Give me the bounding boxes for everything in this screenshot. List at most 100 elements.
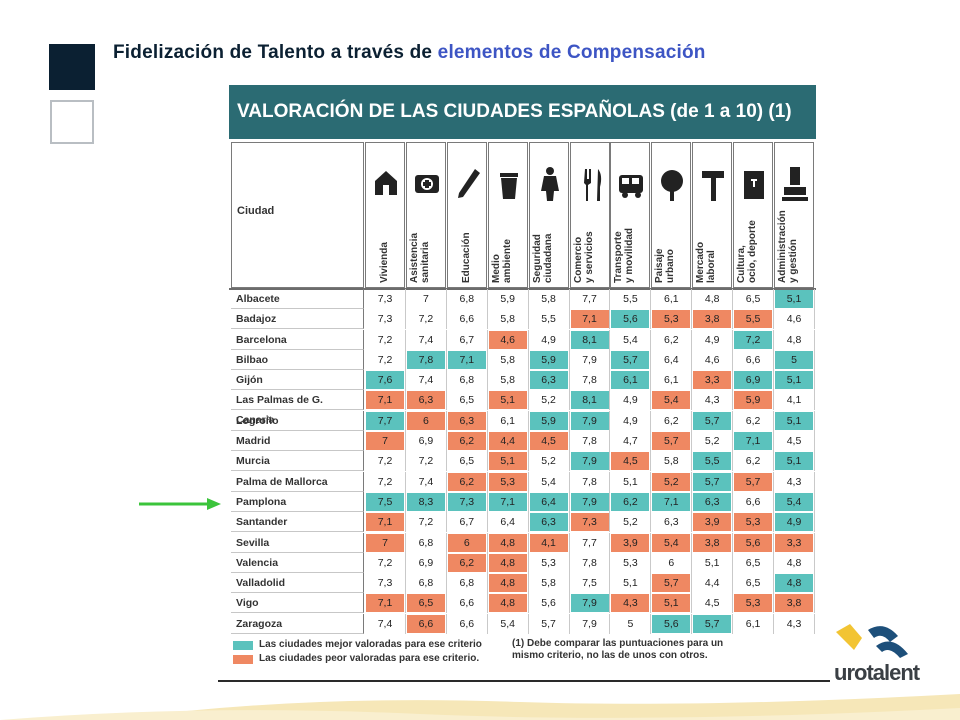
column-divider: [527, 309, 529, 330]
column-divider: [691, 573, 693, 594]
score-cell: 5,7: [693, 411, 732, 430]
score-cell: 6,9: [734, 371, 773, 390]
score-cell: 6,2: [611, 492, 650, 511]
city-name-cell: Bilbao: [231, 349, 364, 370]
column-divider: [445, 491, 447, 512]
score-cell: 5,2: [704, 435, 720, 448]
score-cell: 6: [447, 533, 486, 552]
score-cell: 5,3: [652, 310, 691, 329]
city-name-cell: Badajoz: [231, 309, 364, 330]
column-divider: [609, 289, 611, 309]
table-body: Albacete 7,3 7 6,8 5,9 5,8 7,7 5,5 6,1 4,8 6,5 5,1 B…: [229, 289, 816, 634]
score-cell: 5,1: [704, 556, 720, 569]
city-name-cell: Logroño: [231, 410, 364, 431]
eurotalent-logo: urotalent: [832, 620, 932, 690]
column-divider: [486, 309, 488, 330]
score-cell: 5,9: [734, 391, 773, 410]
city-name-cell: Santander: [231, 512, 364, 533]
column-divider: [486, 552, 488, 573]
column-divider: [609, 329, 611, 350]
column-header-2: Asistencia sanitaria: [405, 142, 446, 288]
column-divider: [773, 370, 774, 391]
pencil-icon: [457, 169, 480, 198]
column-divider: [609, 593, 611, 614]
score-cell: 7,4: [418, 475, 434, 488]
score-cell: 6,7: [459, 516, 475, 529]
column-divider: [813, 289, 815, 309]
city-name-cell: Zaragoza: [231, 613, 364, 634]
score-cell: 7,9: [570, 594, 609, 613]
score-cell: 7,3: [570, 513, 609, 532]
column-divider: [568, 532, 570, 553]
column-divider: [445, 289, 447, 309]
score-cell: 7,3: [377, 313, 393, 326]
column-divider: [650, 471, 652, 492]
column-divider: [445, 431, 447, 452]
score-cell: 7,1: [570, 310, 609, 329]
column-divider: [404, 431, 406, 452]
column-divider: [773, 410, 774, 431]
column-divider: [609, 491, 611, 512]
column-divider: [732, 491, 734, 512]
score-cell: 4,4: [704, 577, 720, 590]
score-cell: 6,3: [663, 516, 679, 529]
score-cell: 4,8: [786, 556, 802, 569]
score-cell: 6,5: [406, 594, 445, 613]
column-divider: [404, 613, 406, 634]
logo-wordmark: urotalent: [834, 660, 920, 685]
column-divider: [609, 451, 611, 472]
column-header-10: Cultura, ocio, deporte: [733, 142, 774, 288]
column-divider: [527, 573, 529, 594]
column-divider: [732, 471, 734, 492]
score-cell: 4,9: [704, 333, 720, 346]
column-divider: [609, 552, 611, 573]
column-divider: [445, 613, 447, 634]
column-divider: [486, 431, 488, 452]
column-divider: [813, 329, 815, 350]
column-divider: [650, 593, 652, 614]
city-name-cell: Valencia: [231, 552, 364, 573]
score-cell: 7,2: [377, 333, 393, 346]
column-divider: [486, 613, 488, 634]
score-cell: 7,7: [582, 293, 597, 305]
column-header-label: Vivienda: [379, 242, 390, 283]
column-divider: [609, 390, 611, 411]
column-divider: [404, 451, 406, 472]
column-divider: [568, 512, 570, 533]
column-divider: [773, 451, 774, 472]
column-header-11: Administración y gestión: [774, 142, 814, 288]
table-row: Sevilla 7 6,8 6 4,8 4,1 7,7 3,9 5,4 3,8 5,6 3,3: [229, 532, 816, 553]
column-divider: [609, 512, 611, 533]
score-cell: 7: [366, 432, 404, 451]
column-divider: [691, 451, 693, 472]
column-divider: [568, 309, 570, 330]
column-divider: [650, 532, 652, 553]
column-divider: [773, 309, 774, 330]
score-cell: 7,9: [570, 492, 609, 511]
score-cell: 5,7: [693, 614, 732, 633]
column-header-label: Cultura, ocio, deporte: [736, 220, 759, 283]
column-divider: [445, 410, 447, 431]
slide-title-highlight: elementos de Compensación: [437, 42, 706, 63]
column-divider: [404, 410, 406, 431]
score-cell: 7,8: [582, 374, 597, 387]
column-divider: [527, 289, 529, 309]
score-cell: 5,1: [775, 452, 813, 471]
score-cell: 7,2: [377, 556, 393, 569]
score-cell: 6,3: [693, 492, 732, 511]
table-row: Barcelona 7,2 7,4 6,7 4,6 4,9 8,1 5,4 6,2 4,9 7,2 4…: [229, 329, 816, 350]
column-divider: [609, 370, 611, 391]
score-cell: 7,8: [582, 435, 597, 448]
column-divider: [609, 532, 611, 553]
score-cell: 4,8: [488, 574, 527, 593]
column-divider: [691, 410, 693, 431]
score-cell: 5,8: [500, 374, 515, 387]
score-cell: 4,8: [775, 574, 813, 593]
score-cell: 5: [775, 350, 813, 369]
column-divider: [445, 532, 447, 553]
column-divider: [568, 390, 570, 411]
column-divider: [691, 390, 693, 411]
decorative-dark-square: [49, 44, 95, 90]
score-cell: 8,3: [406, 492, 445, 511]
column-divider: [773, 390, 774, 411]
